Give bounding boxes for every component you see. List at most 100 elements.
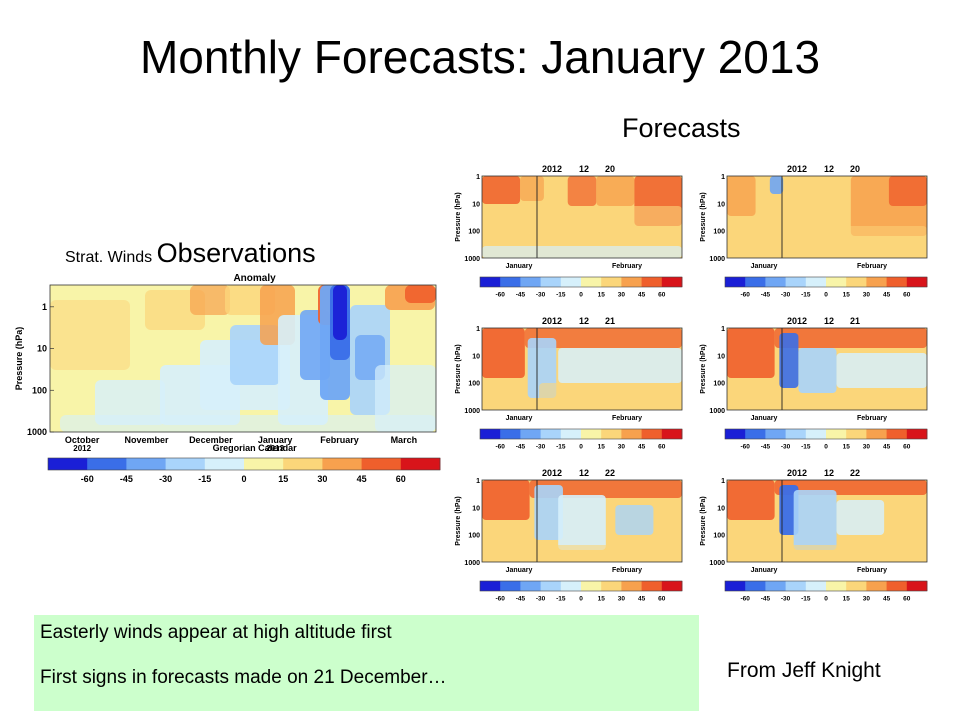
- forecast-colorbar-swatch: [661, 581, 683, 591]
- anomaly-contour: [539, 545, 682, 562]
- forecast-colorbar-tick: 15: [843, 596, 851, 603]
- anomaly-contour: [520, 176, 544, 201]
- anomaly-contour: [888, 176, 927, 206]
- forecast-colorbar-swatch: [765, 581, 786, 591]
- x-tick-label: February: [612, 415, 642, 422]
- anomaly-contour: [596, 176, 635, 206]
- anomaly-contour: [482, 328, 525, 378]
- y-tick-label: 10: [472, 201, 480, 208]
- y-tick-label: 1: [476, 326, 480, 333]
- anomaly-contour: [405, 285, 436, 303]
- anomaly-contour: [798, 348, 837, 393]
- forecast-colorbar-swatch: [785, 277, 807, 287]
- anomaly-contour: [482, 246, 682, 258]
- anomaly-contour: [727, 176, 756, 216]
- forecast-colorbar-tick: 0: [824, 596, 828, 603]
- forecast-colorbar-swatch: [601, 277, 622, 287]
- forecast-colorbar-swatch: [641, 277, 663, 287]
- forecast-chart-20-left: 2012 12 20 1 10 100 1000 Pressure (hPa) January F…: [455, 164, 683, 299]
- note-line-1: Easterly winds appear at high altitude f…: [40, 622, 392, 643]
- forecast-colorbar-swatch: [621, 581, 642, 591]
- y-tick-label: 1000: [27, 427, 47, 437]
- forecast-colorbar-tick: 60: [658, 444, 666, 451]
- forecast-colorbar-swatch: [500, 429, 521, 439]
- forecast-chart-22-left: 2012 12 22 1 10 100 1000 Pressure (hPa) January F…: [455, 468, 683, 603]
- forecast-colorbar-swatch: [745, 277, 766, 287]
- note-line-2: First signs in forecasts made on 21 Dece…: [40, 667, 447, 688]
- anomaly-contour: [727, 226, 927, 258]
- forecast-colorbar-tick: -15: [801, 292, 811, 299]
- forecast-colorbar-tick: 30: [618, 292, 626, 299]
- y-tick-label: 1000: [709, 408, 725, 415]
- observations-colorbar-swatch: [361, 458, 402, 470]
- anomaly-contour: [774, 328, 927, 348]
- anomaly-contour: [558, 495, 606, 550]
- forecast-colorbar-tick: 30: [863, 444, 871, 451]
- y-tick-label: 10: [717, 505, 725, 512]
- forecast-colorbar-swatch: [540, 581, 562, 591]
- forecast-colorbar-tick: 0: [579, 596, 583, 603]
- observations-colorbar-swatch: [48, 458, 88, 470]
- forecast-colorbar-swatch: [560, 277, 582, 287]
- x-tick-label: February: [612, 567, 642, 574]
- forecast-colorbar-frame: [479, 428, 683, 440]
- forecast-colorbar-tick: 45: [883, 596, 891, 603]
- forecast-frame: [726, 479, 928, 563]
- x-tick-label: December: [189, 435, 233, 445]
- y-tick-label: 1000: [464, 408, 480, 415]
- anomaly-contour: [836, 500, 885, 535]
- forecast-colorbar-swatch: [661, 429, 683, 439]
- forecast-colorbar-swatch: [785, 429, 807, 439]
- observations-title: Anomaly: [233, 273, 276, 284]
- y-tick-label: 100: [468, 533, 480, 540]
- forecast-colorbar-tick: 15: [598, 444, 606, 451]
- observations-colorbar-tick: 0: [241, 474, 246, 484]
- x-tick-year: 2012: [73, 444, 91, 453]
- anomaly-contour: [567, 176, 597, 206]
- forecast-colorbar-tick: 0: [579, 444, 583, 451]
- observations-colorbar-tick: -15: [198, 474, 211, 484]
- y-tick-label: 1: [721, 174, 725, 181]
- forecast-colorbar-swatch: [886, 581, 908, 591]
- forecast-colorbar-swatch: [560, 581, 582, 591]
- forecast-colorbar-swatch: [581, 429, 602, 439]
- forecast-colorbar-tick: 0: [824, 292, 828, 299]
- forecast-colorbar-frame: [479, 276, 683, 288]
- summary-note-box: Easterly winds appear at high altitude f…: [34, 615, 699, 711]
- forecast-colorbar-frame: [724, 276, 928, 288]
- forecast-colorbar-tick: -30: [781, 596, 791, 603]
- forecast-colorbar-swatch: [846, 277, 867, 287]
- y-tick-label: 100: [468, 229, 480, 236]
- forecast-colorbar-swatch: [621, 277, 642, 287]
- forecast-colorbar-tick: -45: [516, 292, 526, 299]
- forecast-colorbar-tick: -60: [495, 292, 505, 299]
- y-tick-label: 1: [476, 478, 480, 485]
- x-tick-label: February: [320, 435, 359, 445]
- x-tick-label: November: [124, 435, 169, 445]
- y-axis-label: Pressure (hPa): [700, 496, 707, 545]
- anomaly-contour: [60, 415, 436, 432]
- forecast-colorbar-tick: -45: [761, 292, 771, 299]
- forecast-colorbar-swatch: [886, 277, 908, 287]
- x-tick-label: January: [258, 435, 293, 445]
- forecast-colorbar-tick: 0: [824, 444, 828, 451]
- forecast-colorbar-tick: 45: [638, 444, 646, 451]
- forecast-colorbar-tick: 30: [618, 596, 626, 603]
- y-tick-label: 1: [476, 174, 480, 181]
- forecast-colorbar-swatch: [805, 277, 827, 287]
- forecast-colorbar-tick: -30: [536, 292, 546, 299]
- forecast-date-part: 12: [579, 468, 589, 478]
- forecast-colorbar-swatch: [866, 581, 887, 591]
- forecast-colorbar-swatch: [601, 429, 622, 439]
- forecast-colorbar-tick: -30: [536, 444, 546, 451]
- forecast-colorbar-tick: -60: [740, 292, 750, 299]
- x-tick-label: February: [857, 567, 887, 574]
- y-tick-label: 1: [721, 326, 725, 333]
- forecast-date-part: 2012: [542, 468, 562, 478]
- anomaly-contour: [784, 393, 927, 410]
- strat-winds-label: Strat. Winds: [65, 249, 153, 266]
- forecast-date-part: 20: [850, 164, 860, 174]
- forecast-date-part: 21: [850, 316, 860, 326]
- anomaly-contour: [539, 383, 682, 410]
- anomaly-contour: [769, 176, 784, 194]
